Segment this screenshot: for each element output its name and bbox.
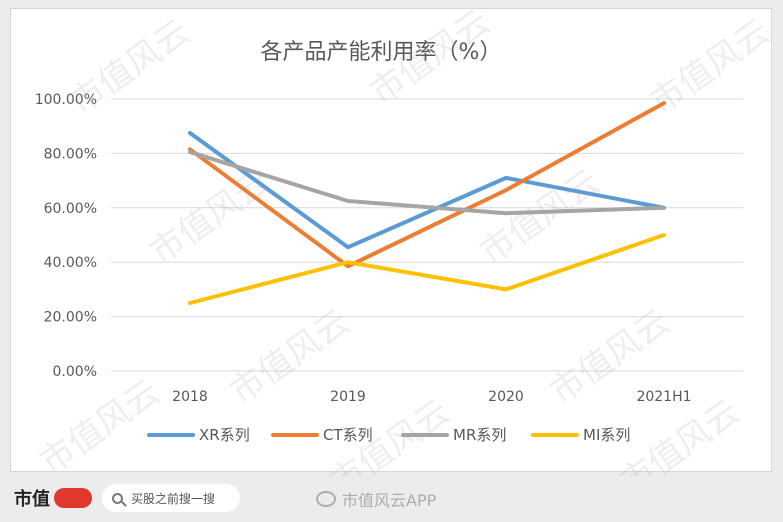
legend-label: MR系列 — [453, 426, 506, 444]
y-axis: 0.00% 20.00% 40.00% 60.00% 80.00% 100.00% — [35, 92, 97, 380]
y-tick-label: 100.00% — [35, 92, 97, 108]
series-line — [188, 131, 666, 250]
search-box[interactable]: 买股之前搜一搜 — [102, 484, 240, 512]
search-icon — [112, 492, 123, 504]
line-chart: 各产品产能利用率（%） 0.00% 20.00% 40.00% 60.00% 80.00… — [35, 40, 743, 444]
x-tick-label: 2019 — [330, 389, 366, 405]
y-tick-label: 20.00% — [44, 310, 97, 326]
y-tick-label: 40.00% — [44, 255, 97, 271]
x-tick-label: 2018 — [172, 389, 208, 405]
x-tick-label: 2020 — [488, 389, 524, 405]
x-axis: 2018 2019 2020 2021H1 — [172, 389, 691, 405]
legend-label: CT系列 — [323, 426, 373, 444]
chart-frame: 各产品产能利用率（%） 0.00% 20.00% 40.00% 60.00% 80.00… — [10, 8, 772, 472]
chart-title: 各产品产能利用率（%） — [261, 40, 502, 65]
y-tick-label: 80.00% — [44, 146, 97, 162]
brand-name: 市值 — [14, 489, 50, 510]
legend-label: MI系列 — [583, 426, 630, 444]
gridlines — [111, 98, 743, 372]
legend: XR系列 CT系列 MR系列 MI系列 — [147, 426, 630, 444]
y-tick-label: 60.00% — [44, 201, 97, 217]
series-line — [188, 150, 666, 216]
footer-bar: 市值 买股之前搜一搜 市值风云APP — [0, 476, 783, 522]
brand-logo-icon — [54, 488, 92, 508]
series-lines — [188, 101, 666, 305]
legend-label: XR系列 — [199, 426, 250, 444]
series-line — [188, 233, 666, 305]
app-tag: 市值风云APP — [316, 486, 436, 512]
weibo-icon — [316, 491, 336, 507]
search-placeholder: 买股之前搜一搜 — [131, 491, 216, 506]
brand: 市值 — [14, 484, 92, 512]
y-tick-label: 0.00% — [53, 364, 97, 380]
app-tag-label: 市值风云APP — [342, 491, 437, 510]
series-line — [188, 101, 666, 269]
x-tick-label: 2021H1 — [636, 389, 691, 405]
